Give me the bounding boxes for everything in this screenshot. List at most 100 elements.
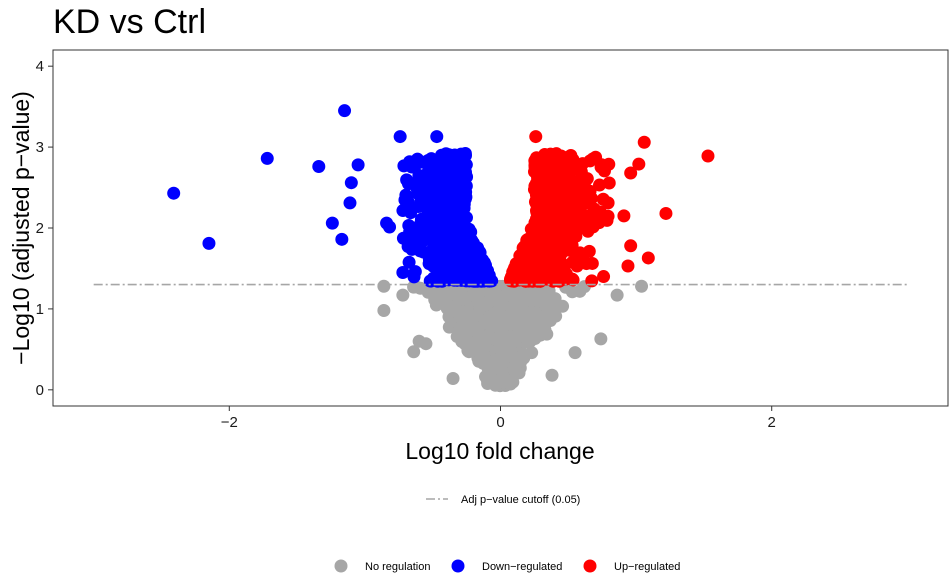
x-axis-title: Log10 fold change: [405, 438, 594, 464]
point-down-regulated: [343, 196, 357, 210]
point-no-regulation: [499, 314, 513, 328]
point-no-regulation: [525, 346, 539, 360]
point-up-regulated: [624, 166, 638, 180]
point-no-regulation: [482, 284, 496, 298]
y-axis: 0 1 2 3 4: [36, 58, 53, 399]
point-up-regulated: [560, 241, 574, 255]
point-up-regulated: [552, 258, 566, 272]
point-down-regulated: [260, 151, 274, 165]
point-up-regulated: [523, 271, 537, 285]
point-down-regulated: [351, 158, 365, 172]
point-no-regulation: [503, 331, 517, 345]
point-down-regulated: [405, 242, 419, 256]
point-down-regulated: [396, 231, 410, 245]
legend-key-up-regulated: [583, 559, 597, 573]
point-up-regulated: [701, 149, 715, 163]
point-up-regulated: [556, 178, 570, 192]
point-no-regulation: [438, 297, 452, 311]
point-up-regulated: [509, 269, 523, 283]
point-down-regulated: [380, 216, 394, 230]
point-down-regulated: [424, 233, 438, 246]
point-no-regulation: [407, 345, 421, 359]
point-up-regulated: [529, 130, 543, 144]
point-no-regulation: [446, 371, 460, 385]
point-no-regulation: [442, 310, 456, 324]
x-tick-label: 0: [496, 414, 504, 431]
point-down-regulated: [462, 259, 476, 273]
point-no-regulation: [462, 306, 476, 320]
point-up-regulated: [529, 178, 543, 192]
point-down-regulated: [202, 236, 216, 250]
point-down-regulated: [451, 175, 465, 189]
point-no-regulation: [524, 294, 538, 308]
series-no-regulation: [377, 279, 649, 393]
point-no-regulation: [520, 329, 534, 343]
point-up-regulated: [601, 196, 615, 210]
point-no-regulation: [448, 299, 462, 313]
point-up-regulated: [564, 149, 578, 163]
point-up-regulated: [531, 218, 545, 232]
point-up-regulated: [579, 257, 593, 271]
point-down-regulated: [344, 176, 358, 190]
point-down-regulated: [401, 195, 415, 209]
point-up-regulated: [571, 222, 585, 236]
y-tick-label: 0: [36, 382, 44, 399]
point-up-regulated: [535, 153, 549, 167]
point-no-regulation: [535, 312, 549, 326]
point-no-regulation: [489, 378, 503, 392]
y-tick-label: 3: [36, 139, 44, 156]
point-up-regulated: [592, 216, 606, 230]
point-no-regulation: [489, 332, 503, 346]
point-no-regulation: [499, 289, 513, 303]
x-tick-label: −2: [221, 414, 238, 431]
legend-cutoff-label: Adj p−value cutoff (0.05): [461, 494, 580, 506]
point-up-regulated: [566, 202, 579, 216]
y-tick-label: 1: [36, 301, 44, 318]
point-up-regulated: [566, 273, 580, 287]
point-down-regulated: [402, 255, 416, 269]
point-no-regulation: [504, 345, 518, 359]
point-down-regulated: [452, 264, 466, 278]
point-up-regulated: [528, 229, 542, 243]
point-down-regulated: [411, 174, 425, 188]
point-down-regulated: [442, 257, 456, 271]
series-down-regulated: [167, 104, 499, 288]
point-no-regulation: [573, 284, 587, 298]
point-no-regulation: [635, 279, 649, 293]
point-up-regulated: [601, 209, 615, 223]
point-up-regulated: [595, 158, 609, 172]
point-no-regulation: [473, 301, 487, 315]
point-down-regulated: [428, 218, 442, 232]
point-up-regulated: [637, 135, 651, 149]
point-down-regulated: [312, 160, 326, 174]
point-down-regulated: [338, 104, 352, 118]
point-up-regulated: [602, 176, 616, 190]
point-up-regulated: [641, 251, 655, 265]
point-up-regulated: [555, 207, 569, 221]
point-no-regulation: [541, 302, 555, 316]
legend-key-no-regulation: [334, 559, 348, 573]
point-up-regulated: [548, 152, 562, 166]
point-up-regulated: [621, 259, 635, 273]
point-down-regulated: [462, 269, 476, 283]
legend-categories: No regulation Down−regulated Up−regulate…: [334, 559, 680, 573]
point-down-regulated: [427, 246, 441, 260]
point-down-regulated: [167, 186, 181, 200]
point-no-regulation: [538, 323, 552, 337]
legend-label-down-regulated: Down−regulated: [482, 561, 562, 573]
point-down-regulated: [421, 154, 435, 168]
point-down-regulated: [431, 172, 445, 186]
point-up-regulated: [580, 172, 594, 186]
point-down-regulated: [335, 232, 349, 246]
point-down-regulated: [458, 147, 472, 161]
point-down-regulated: [459, 238, 473, 252]
point-no-regulation: [610, 288, 624, 302]
point-down-regulated: [474, 255, 488, 269]
legend-label-up-regulated: Up−regulated: [614, 561, 680, 573]
x-tick-label: 2: [768, 414, 776, 431]
point-no-regulation: [594, 332, 608, 346]
point-down-regulated: [451, 187, 465, 201]
y-tick-label: 4: [36, 58, 44, 75]
point-no-regulation: [460, 289, 474, 303]
point-down-regulated: [459, 228, 473, 241]
